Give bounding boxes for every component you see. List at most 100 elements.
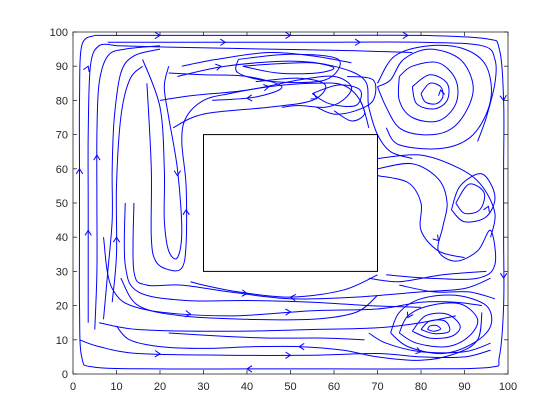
- streamline-24: [397, 61, 459, 123]
- y-tick-label: 100: [50, 27, 68, 39]
- streamline-1-arrow-5: [499, 272, 508, 280]
- streamline-28: [377, 162, 497, 280]
- y-tick-label: 20: [56, 301, 68, 313]
- y-axis-ticks: 0 10 20 30 40 50 60 70 80 90 100: [50, 27, 508, 381]
- y-tick-label: 40: [56, 232, 68, 244]
- streamline-8-arrow-1: [184, 310, 192, 318]
- arrow-layer: [75, 31, 508, 373]
- x-tick-label: 30: [197, 381, 209, 393]
- streamline-6: [103, 48, 161, 320]
- streamline-2-arrow-2: [354, 38, 362, 46]
- streamline-29-arrow-1: [432, 234, 439, 242]
- streamline-10: [79, 339, 491, 359]
- streamline-40: [427, 324, 442, 332]
- streamline-14: [142, 59, 183, 260]
- y-tick-label: 70: [56, 130, 68, 142]
- streamline-41: [368, 332, 491, 354]
- streamline-31: [450, 173, 496, 223]
- streamline-36: [390, 294, 493, 355]
- streamline-17: [181, 51, 352, 67]
- streamline-4: [87, 43, 117, 323]
- y-tick-label: 30: [56, 266, 68, 278]
- streamline-11: [123, 202, 422, 308]
- streamline-layer: [78, 34, 505, 370]
- streamline-42: [116, 312, 483, 361]
- streamline-8-arrow-2: [285, 308, 292, 316]
- x-tick-label: 20: [154, 381, 166, 393]
- streamline-4-arrow-2: [83, 65, 90, 73]
- streamline-19: [235, 53, 341, 84]
- streamline-29: [377, 175, 465, 259]
- streamline-35: [190, 274, 378, 298]
- streamline-37-arrow-1: [406, 311, 414, 319]
- axes-frame: [72, 31, 509, 375]
- x-tick-label: 80: [415, 381, 427, 393]
- streamline-30: [377, 154, 496, 238]
- streamline-37: [398, 302, 479, 348]
- streamline-20: [312, 84, 362, 108]
- streamline-2: [107, 41, 497, 142]
- streamline-26: [420, 82, 444, 105]
- streamline-7-arrow-1: [112, 236, 121, 243]
- y-tick-label: 80: [56, 95, 68, 107]
- streamline-31-arrow-1: [483, 205, 490, 213]
- x-tick-label: 70: [371, 381, 383, 393]
- streamline-4-arrow-1: [84, 229, 92, 236]
- streamline-2-arrow-1: [220, 38, 227, 46]
- y-tick-label: 90: [56, 61, 68, 73]
- obstacle-rect: [203, 134, 378, 272]
- x-tick-label: 100: [499, 381, 517, 393]
- streamline-16-arrow-1: [215, 63, 222, 71]
- y-tick-label: 0: [62, 369, 68, 381]
- streamline-27: [377, 44, 492, 150]
- streamline-43: [120, 277, 378, 321]
- streamline-35-arrow-1: [289, 293, 297, 302]
- streamline-16: [177, 60, 413, 159]
- streamline-33: [399, 284, 496, 300]
- x-axis-ticks: 0 10 20 30 40 50 60 70 80 90 100: [70, 32, 517, 393]
- streamline-15: [159, 75, 353, 108]
- y-tick-label: 60: [56, 164, 68, 176]
- streamline-20-arrow-1: [310, 93, 318, 100]
- x-tick-label: 0: [70, 381, 76, 393]
- streamline-26-arrow-1: [438, 89, 446, 96]
- streamline-45: [333, 100, 366, 122]
- streamline-1-arrow-4: [499, 94, 507, 102]
- streamline-46-arrow-1: [246, 94, 253, 102]
- streamline-23: [377, 48, 474, 136]
- streamline-42-arrow-1: [298, 342, 305, 351]
- streamline-13-arrow-2: [263, 83, 270, 92]
- x-tick-label: 10: [110, 381, 122, 393]
- streamline-1-arrow-7: [75, 167, 84, 175]
- x-tick-label: 40: [241, 381, 253, 393]
- y-tick-label: 10: [56, 335, 68, 347]
- streamline-32: [455, 183, 486, 215]
- streamline-12: [132, 202, 491, 300]
- y-tick-label: 50: [56, 198, 68, 210]
- streamline-18: [242, 62, 335, 75]
- streamline-34: [368, 270, 487, 283]
- streamline-5-arrow-1: [93, 154, 101, 161]
- streamline-5: [94, 45, 161, 330]
- streamline-46: [168, 72, 283, 101]
- streamline-1-arrow-3: [402, 31, 409, 40]
- streamline-1-arrow-6: [246, 365, 253, 373]
- streamline-1: [78, 34, 505, 370]
- streamline-39: [420, 319, 451, 335]
- streamline-8: [103, 237, 482, 317]
- streamline-10-arrow-1: [154, 350, 161, 358]
- streamline-25: [411, 74, 450, 110]
- x-tick-label: 60: [328, 381, 340, 393]
- streamline-44: [168, 332, 365, 341]
- streamline-41-arrow-1: [415, 347, 422, 355]
- streamline-14-arrow-1: [173, 170, 182, 177]
- streamline-22: [172, 77, 327, 129]
- streamline-9: [99, 315, 456, 332]
- streamline-10-arrow-2: [285, 351, 292, 359]
- x-tick-label: 90: [458, 381, 470, 393]
- streamline-38: [411, 312, 461, 339]
- streamline-21: [316, 76, 377, 115]
- streamline-13: [146, 82, 370, 272]
- streamline-12-arrow-1: [241, 289, 248, 297]
